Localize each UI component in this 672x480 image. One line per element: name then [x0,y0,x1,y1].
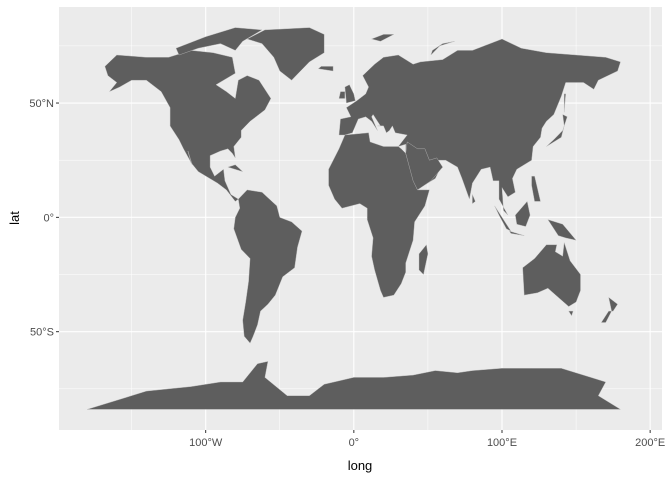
x-tick-label: 200°E [635,437,665,449]
x-tick-label: 100°W [189,437,223,449]
region-ireland [338,91,346,99]
region-south-america [233,189,303,344]
region-sumatra [494,205,512,232]
region-svalbard [371,34,394,42]
region-great-britain [344,84,356,104]
region-cuba [227,164,243,172]
region-philippines [531,175,541,202]
region-tasmania [568,310,574,316]
y-tick-label: 50°S [30,327,54,339]
region-madagascar [418,244,429,275]
y-tick-label: 0° [43,212,54,224]
region-greenland [246,27,325,81]
x-tick-label: 100°E [487,437,517,449]
y-axis-title: lat [7,211,22,225]
axis-ticks: 100°W 0° 100°E 200°E 50°N 0° 50°S [29,98,665,449]
region-novaya-zemlya [430,41,455,56]
region-new-guinea [547,219,577,241]
y-tick-label: 50°N [29,98,54,110]
region-eurasia [338,38,621,216]
region-north-america [104,50,272,202]
region-java [509,230,525,236]
region-africa [328,132,430,298]
region-arabia [405,141,443,191]
region-antarctica [86,361,621,410]
x-axis-title: long [348,458,373,473]
region-sri-lanka [472,194,476,204]
region-sakhalin [564,93,566,113]
x-tick-label: 0° [349,437,360,449]
region-japan [546,114,568,147]
region-iceland [318,66,334,72]
region-arctic-canada [175,27,263,56]
region-borneo [515,201,531,227]
region-new-zealand [601,297,618,323]
region-australia [522,242,581,307]
land-layer [86,27,621,410]
